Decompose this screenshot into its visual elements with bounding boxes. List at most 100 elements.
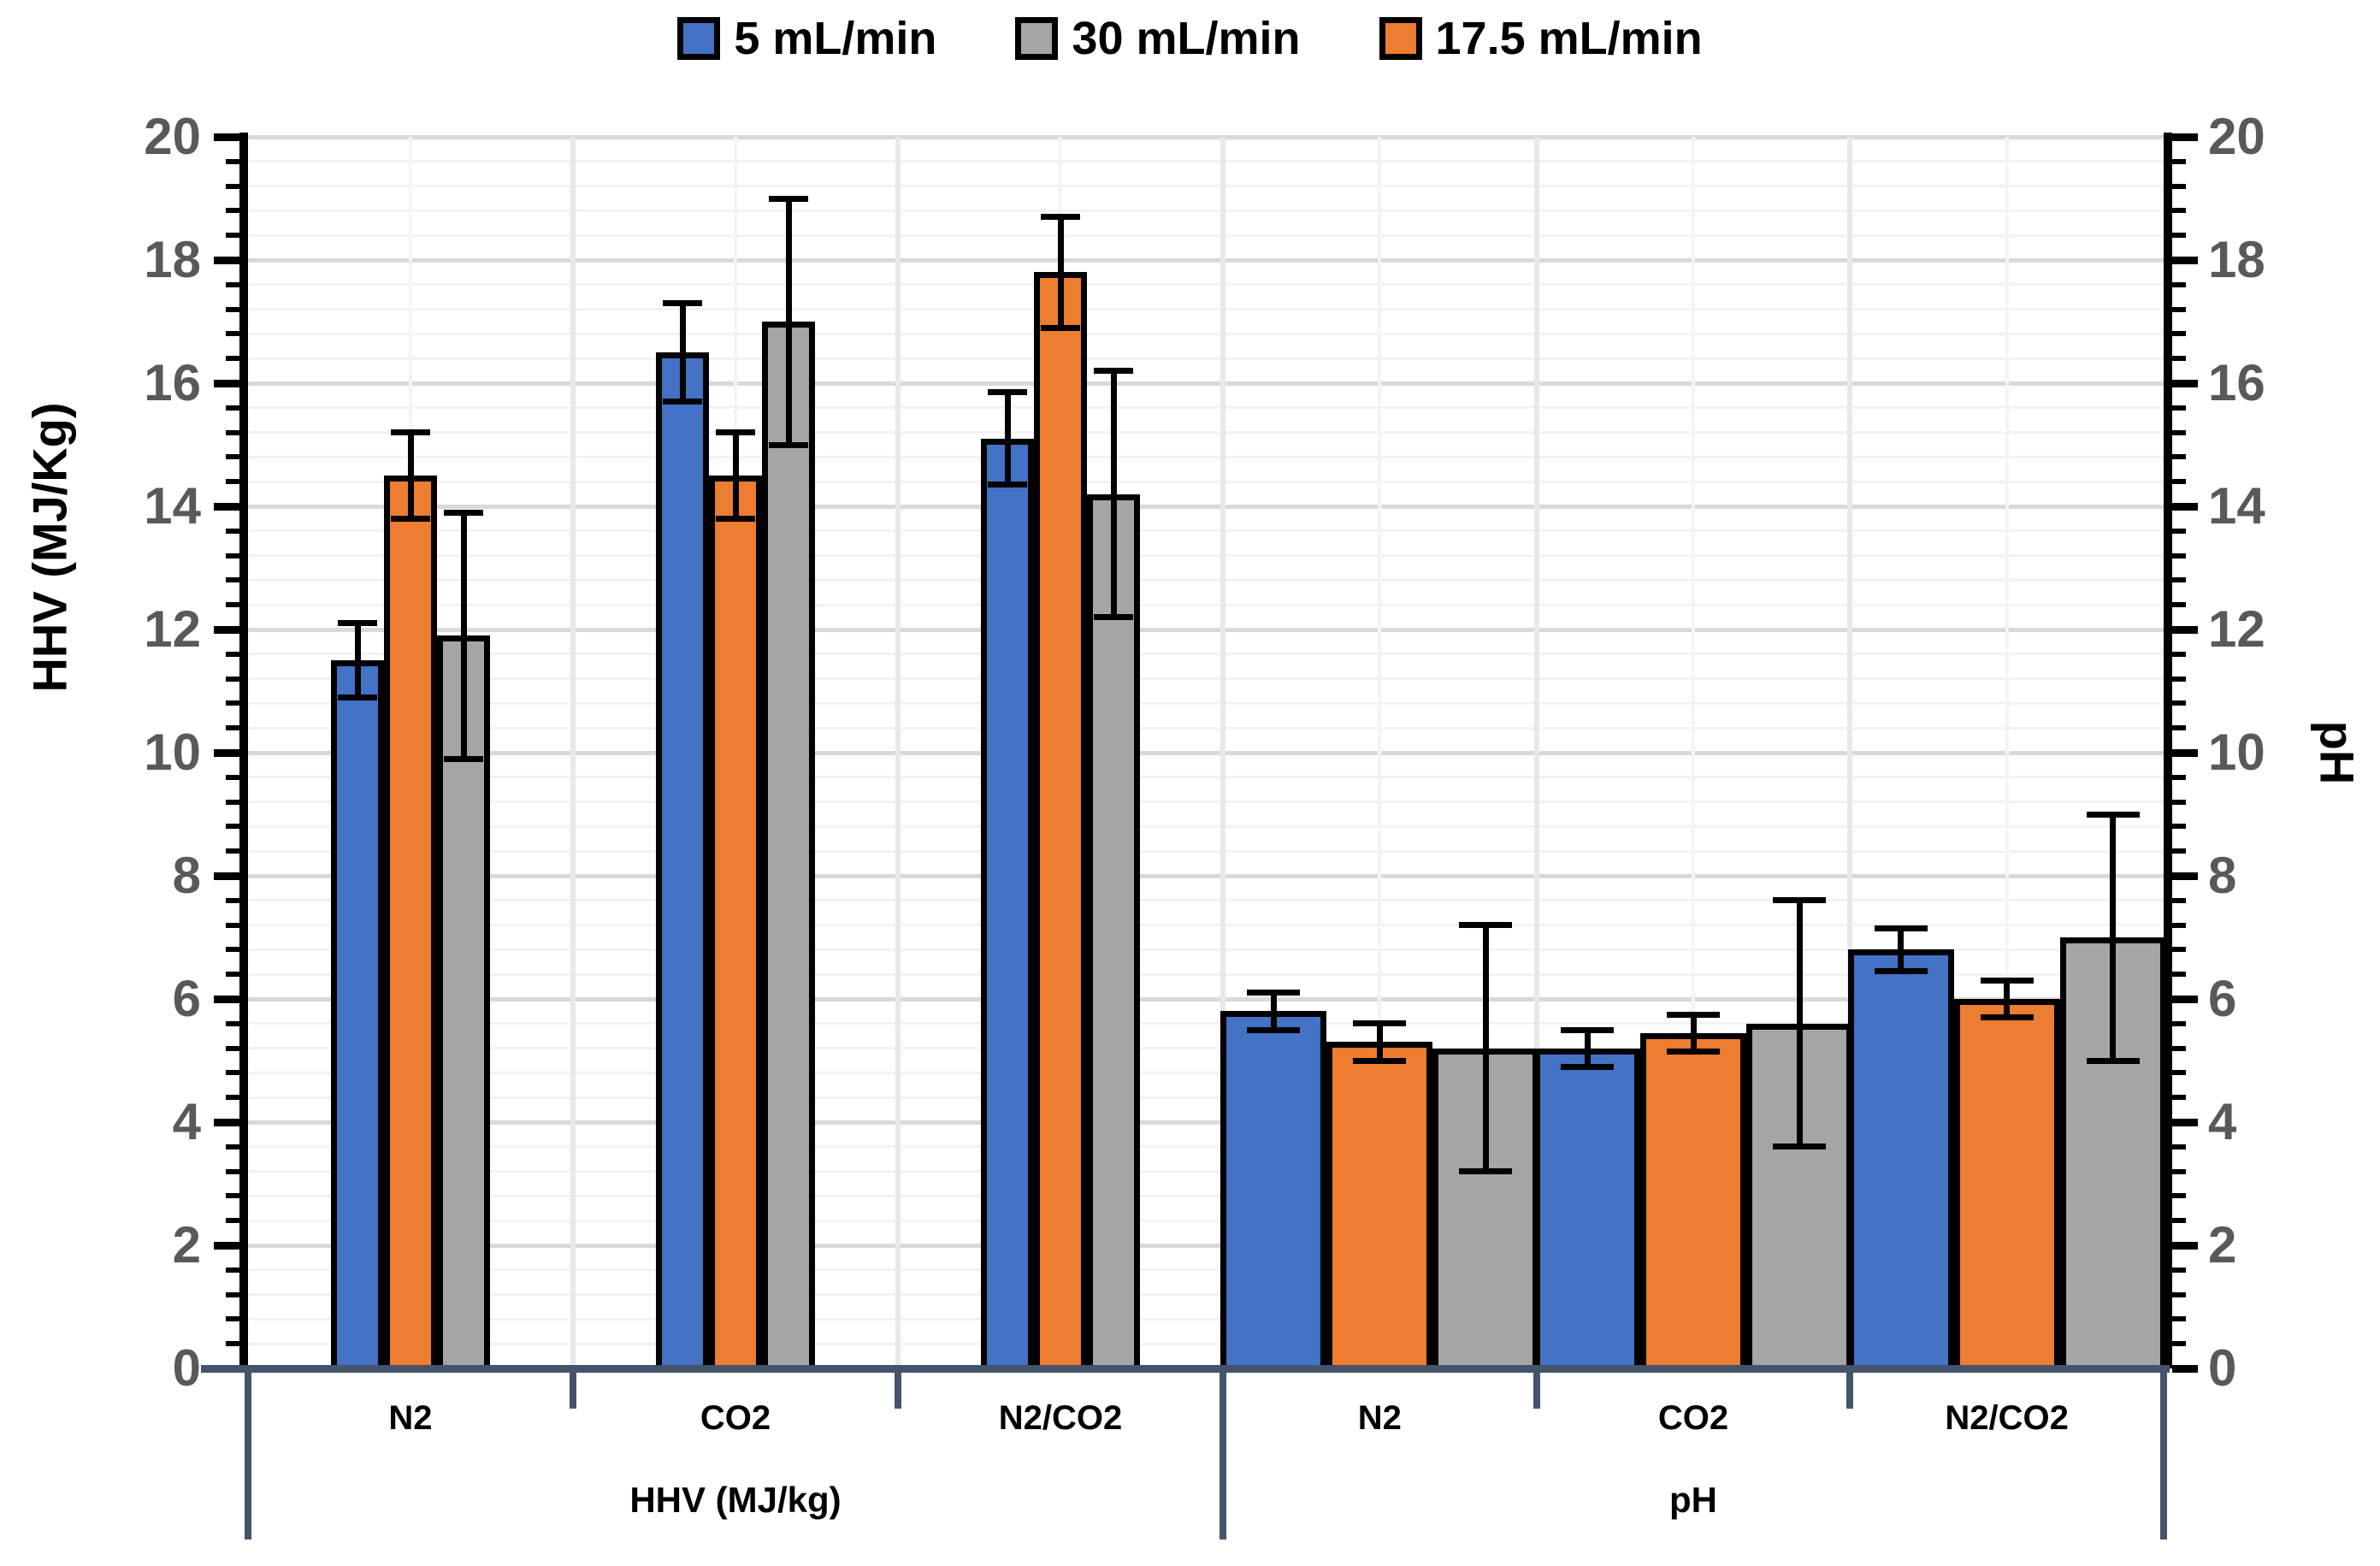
minor-gridline bbox=[248, 899, 2164, 902]
vertical-gridline bbox=[1847, 137, 1853, 1368]
minor-gridline bbox=[248, 1170, 2164, 1173]
right-axis-minor-tick bbox=[2172, 922, 2186, 928]
right-axis-major-tick bbox=[2172, 256, 2198, 264]
error-bar bbox=[1057, 216, 1064, 328]
category-label: CO2 bbox=[700, 1399, 771, 1437]
right-axis-major-tick bbox=[2172, 748, 2198, 757]
legend-item: 30 mL/min bbox=[1015, 12, 1301, 65]
right-axis-spine bbox=[2164, 133, 2172, 1368]
right-axis-major-tick bbox=[2172, 872, 2198, 880]
bar-HHVMJkg-N2CO2-5mLmin bbox=[981, 438, 1034, 1372]
right-axis-major-tick bbox=[2172, 995, 2198, 1003]
right-axis-minor-tick bbox=[2172, 479, 2186, 485]
right-axis-minor-tick bbox=[2172, 454, 2186, 460]
left-axis-major-tick bbox=[214, 256, 239, 264]
minor-gridline bbox=[248, 1342, 2164, 1345]
minor-gridline bbox=[248, 578, 2164, 582]
minor-gridline bbox=[248, 185, 2164, 188]
major-gridline bbox=[248, 1243, 2164, 1248]
right-axis-minor-tick bbox=[2172, 1143, 2186, 1149]
minor-gridline bbox=[248, 455, 2164, 458]
minor-gridline bbox=[248, 160, 2164, 163]
left-axis-minor-tick bbox=[226, 848, 239, 854]
category-tick bbox=[895, 1373, 901, 1409]
legend-marker-icon bbox=[677, 17, 721, 60]
major-gridline bbox=[248, 257, 2164, 263]
minor-gridline bbox=[248, 1293, 2164, 1297]
error-bar bbox=[1482, 925, 1489, 1172]
bar-HHVMJkg-CO2-5mLmin bbox=[656, 352, 709, 1372]
right-axis-major-tick bbox=[2172, 133, 2198, 141]
right-axis-minor-tick bbox=[2172, 429, 2186, 435]
error-bar bbox=[679, 303, 686, 402]
right-axis-minor-tick bbox=[2172, 281, 2186, 287]
error-bar-cap-bottom bbox=[988, 482, 1027, 488]
error-bar-cap-bottom bbox=[663, 399, 702, 405]
major-gridline bbox=[248, 873, 2164, 878]
left-axis-minor-tick bbox=[226, 405, 239, 411]
right-axis-minor-tick bbox=[2172, 1070, 2186, 1076]
error-bar-cap-top bbox=[391, 429, 430, 436]
error-bar-cap-top bbox=[1094, 368, 1133, 375]
section-divider bbox=[245, 1373, 251, 1539]
left-axis-tick-label: 6 bbox=[172, 970, 201, 1027]
bar-HHVMJkg-N2CO2-175mLmin bbox=[1034, 272, 1087, 1372]
left-axis-minor-tick bbox=[226, 183, 239, 189]
minor-gridline bbox=[248, 209, 2164, 212]
error-bar bbox=[2110, 814, 2117, 1061]
error-bar-cap-top bbox=[1247, 990, 1301, 996]
error-bar-cap-top bbox=[1041, 214, 1080, 221]
minor-gridline bbox=[248, 1219, 2164, 1222]
error-bar bbox=[460, 512, 467, 759]
left-axis-minor-tick bbox=[226, 1045, 239, 1051]
right-axis-minor-tick bbox=[2172, 1193, 2186, 1199]
legend-marker-icon bbox=[1015, 17, 1059, 60]
left-axis-tick-label: 10 bbox=[144, 724, 201, 781]
error-bar bbox=[2004, 980, 2011, 1018]
section-label: HHV (MJ/kg) bbox=[629, 1480, 842, 1520]
category-label: CO2 bbox=[1657, 1399, 1729, 1437]
left-axis-major-tick bbox=[214, 133, 239, 141]
minor-gridline bbox=[248, 529, 2164, 533]
error-bar-cap-top bbox=[663, 299, 702, 306]
right-axis-major-tick bbox=[2172, 1241, 2198, 1250]
vertical-gridline bbox=[1220, 137, 1225, 1368]
minor-gridline bbox=[248, 431, 2164, 434]
right-axis-tick-label: 16 bbox=[2208, 354, 2265, 411]
right-axis-minor-tick bbox=[2172, 774, 2186, 780]
left-axis-minor-tick bbox=[226, 700, 239, 706]
error-bar-cap-bottom bbox=[1980, 1014, 2034, 1021]
category-tick bbox=[570, 1373, 576, 1409]
error-bar bbox=[1584, 1030, 1591, 1067]
error-bar-cap-bottom bbox=[1094, 614, 1133, 621]
minor-gridline bbox=[248, 357, 2164, 360]
vertical-gridline bbox=[1533, 137, 1539, 1368]
left-axis-tick-label: 20 bbox=[144, 108, 201, 165]
left-axis-minor-tick bbox=[226, 158, 239, 164]
left-axis-minor-tick bbox=[226, 1193, 239, 1199]
error-bar-cap-top bbox=[1980, 977, 2034, 984]
left-axis-minor-tick bbox=[226, 824, 239, 830]
left-axis-minor-tick bbox=[226, 1291, 239, 1297]
vertical-gridline-minor bbox=[1692, 137, 1695, 1368]
right-axis-major-tick bbox=[2172, 379, 2198, 387]
right-axis-minor-tick bbox=[2172, 848, 2186, 854]
right-axis-tick-label: 12 bbox=[2208, 600, 2265, 658]
right-axis-tick-label: 10 bbox=[2208, 724, 2265, 781]
left-axis-spine bbox=[239, 133, 248, 1368]
bar-pH-N2CO2-175mLmin bbox=[1953, 999, 2060, 1372]
minor-gridline bbox=[248, 677, 2164, 681]
minor-gridline bbox=[248, 776, 2164, 779]
left-axis-minor-tick bbox=[226, 306, 239, 312]
left-axis-tick-label: 4 bbox=[172, 1093, 201, 1150]
right-axis-major-tick bbox=[2172, 1364, 2198, 1373]
error-bar bbox=[1110, 370, 1117, 618]
left-axis-tick-label: 16 bbox=[144, 354, 201, 411]
right-axis-minor-tick bbox=[2172, 233, 2186, 239]
error-bar-cap-top bbox=[1667, 1011, 1720, 1018]
legend-label: 5 mL/min bbox=[734, 13, 937, 64]
major-gridline bbox=[248, 134, 2164, 139]
section-divider bbox=[1220, 1373, 1226, 1539]
right-axis-minor-tick bbox=[2172, 158, 2186, 164]
minor-gridline bbox=[248, 332, 2164, 335]
